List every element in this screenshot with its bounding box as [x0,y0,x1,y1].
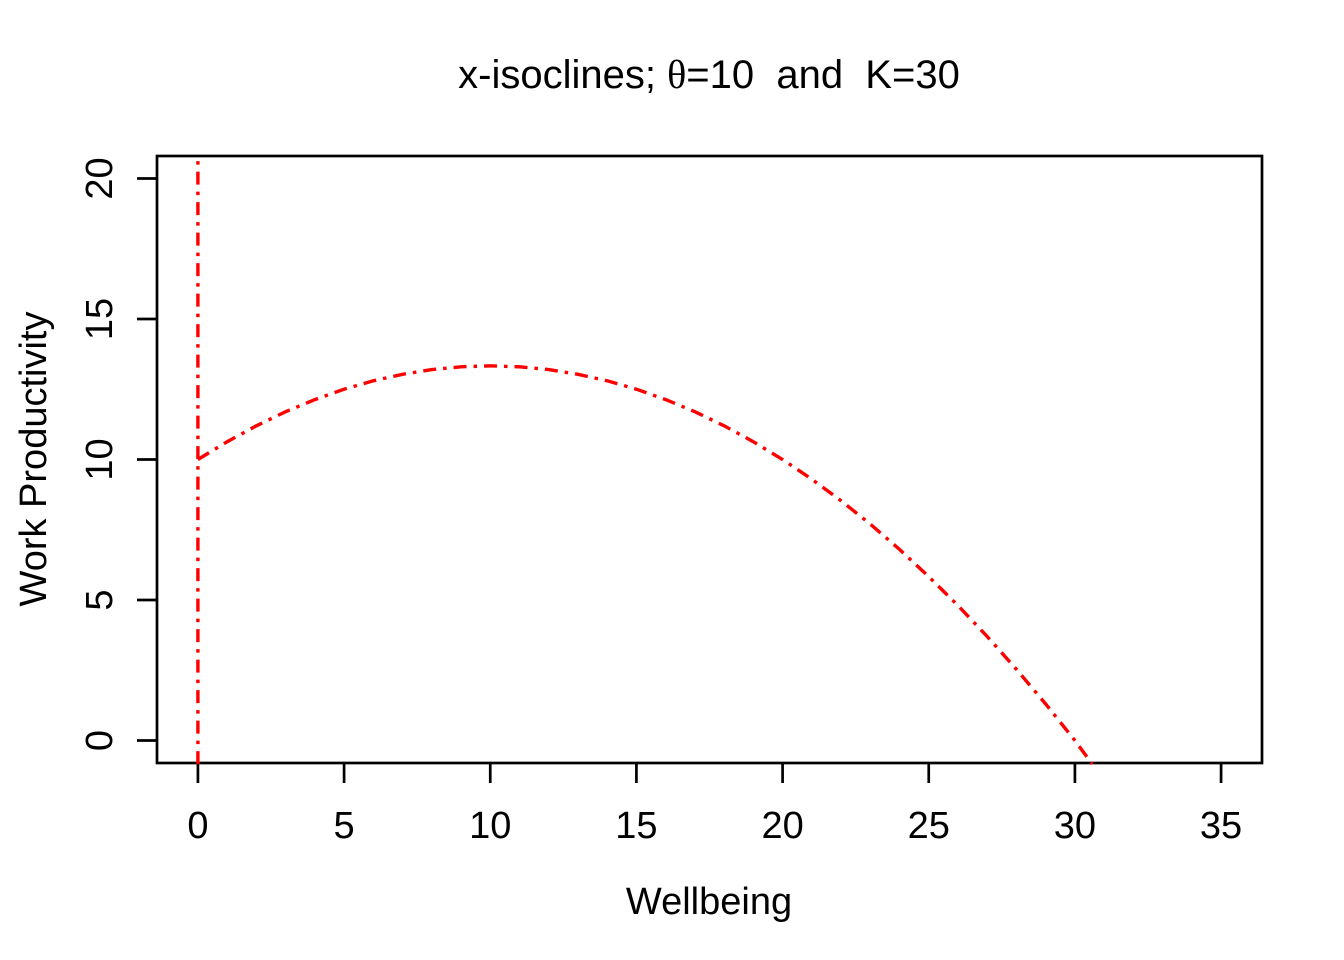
x-tick-label: 30 [1054,805,1096,847]
x-tick-label: 15 [615,805,657,847]
x-axis-label: Wellbeing [626,881,792,923]
y-axis-label: Work Productivity [13,312,55,607]
plot-box [155,154,1264,765]
series-lines [196,154,1094,766]
x-tick-label: 10 [469,805,511,847]
y-tick-label: 5 [79,589,121,610]
y-tick-label: 20 [79,157,121,199]
chart-title: x-isoclines; θ=10 and K=30 [458,52,960,97]
theta-symbol: θ [667,52,686,97]
title-suffix: =10 and K=30 [686,53,960,97]
y-tick-label: 0 [79,730,121,751]
x-tick-label: 0 [187,805,208,847]
x-tick-label: 35 [1200,805,1242,847]
x-tick-label: 5 [334,805,355,847]
y-axis-ticks: 0 5 10 15 20 [79,157,157,751]
y-tick-label: 10 [79,438,121,480]
x-tick-label: 20 [761,805,803,847]
y-tick-label: 15 [79,298,121,340]
x-axis-ticks: 0 5 10 15 20 25 30 35 [187,763,1242,847]
parabolic-isocline [197,364,1094,766]
x-tick-label: 25 [908,805,950,847]
title-prefix: x-isoclines; [458,53,667,97]
